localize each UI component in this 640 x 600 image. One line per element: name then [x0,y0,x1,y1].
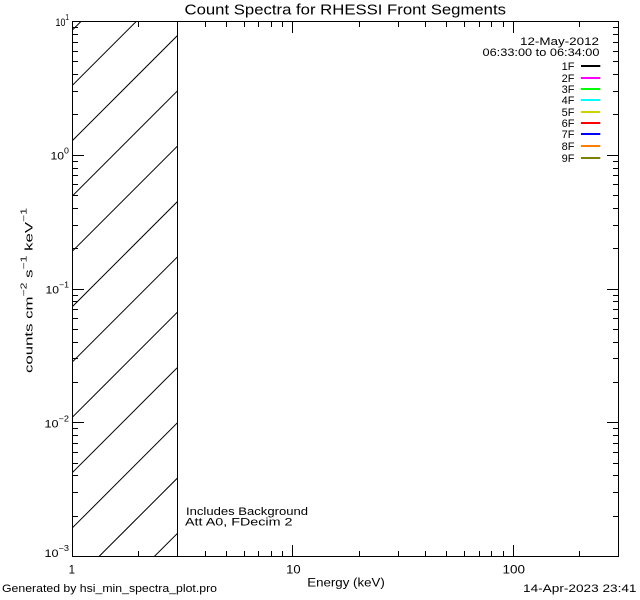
svg-text:1F: 1F [562,61,575,73]
svg-text:9F: 9F [562,153,575,165]
svg-text:1: 1 [69,564,75,576]
svg-text:3F: 3F [562,84,575,96]
svg-text:10−3: 10 −3 [45,544,70,560]
svg-text:10−1: 10−1 [46,281,70,297]
svg-text:100: 100 [503,564,526,576]
svg-text:Energy (keV): Energy (keV) [307,577,385,589]
svg-text:Att A0, FDecim 2: Att A0, FDecim 2 [185,516,293,528]
svg-text:5F: 5F [562,107,575,119]
svg-text:101: 101 [56,13,70,29]
svg-text:2F: 2F [562,73,575,85]
svg-text:Generated by hsi_min_spectra_p: Generated by hsi_min_spectra_plot.pro [2,583,217,595]
svg-text:6F: 6F [562,118,575,130]
svg-text:counts cm−2 s−1 keV−1: counts cm−2 s−1 keV−1 [20,207,36,373]
svg-text:Count Spectra for RHESSI Front: Count Spectra for RHESSI Front Segments [185,1,507,18]
svg-text:10: 10 [286,564,301,576]
svg-text:Includes Background: Includes Background [186,506,308,518]
svg-text:4F: 4F [562,95,575,107]
svg-text:100: 100 [51,147,70,163]
svg-text:8F: 8F [562,141,575,153]
svg-text:12-May-2012: 12-May-2012 [520,36,599,48]
svg-text:06:33:00 to 06:34:00: 06:33:00 to 06:34:00 [483,47,600,59]
svg-text:14-Apr-2023 23:41: 14-Apr-2023 23:41 [523,583,637,595]
svg-text:7F: 7F [562,129,575,141]
svg-text:10−2: 10 −2 [45,414,70,430]
